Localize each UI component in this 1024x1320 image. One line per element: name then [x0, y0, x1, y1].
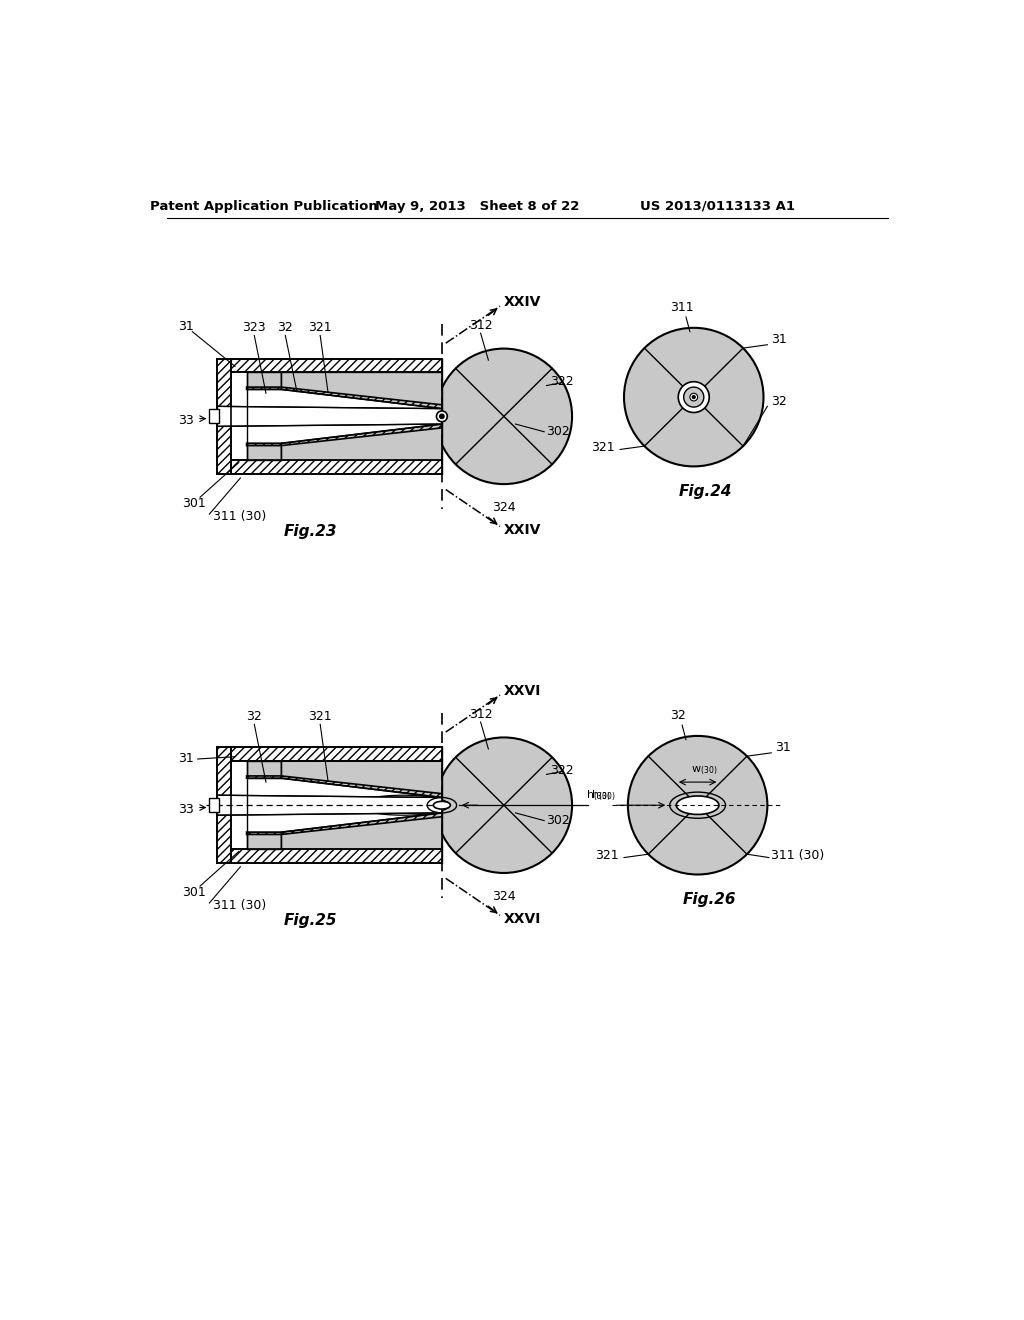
Text: h$_{(30)}$: h$_{(30)}$ — [592, 789, 615, 803]
Text: 311: 311 — [671, 301, 694, 314]
Circle shape — [435, 348, 572, 484]
Text: Fig.25: Fig.25 — [284, 912, 337, 928]
Text: XXVI: XXVI — [504, 684, 542, 698]
Polygon shape — [217, 407, 442, 426]
Text: 302: 302 — [547, 425, 570, 438]
Text: 321: 321 — [595, 849, 618, 862]
Ellipse shape — [676, 796, 719, 814]
Text: 311 (30): 311 (30) — [213, 510, 266, 523]
Text: 312: 312 — [469, 319, 493, 333]
Text: XXVI: XXVI — [504, 912, 542, 927]
Text: 33: 33 — [178, 803, 194, 816]
Polygon shape — [282, 813, 442, 849]
Text: 302: 302 — [547, 814, 570, 828]
Text: 322: 322 — [550, 375, 574, 388]
Polygon shape — [247, 832, 282, 849]
Text: 32: 32 — [247, 710, 262, 723]
Text: 311 (30): 311 (30) — [771, 849, 824, 862]
Polygon shape — [247, 444, 282, 461]
Text: May 9, 2013   Sheet 8 of 22: May 9, 2013 Sheet 8 of 22 — [375, 199, 579, 213]
Text: Fig.24: Fig.24 — [679, 483, 732, 499]
Text: 32: 32 — [771, 395, 787, 408]
Text: 301: 301 — [182, 496, 206, 510]
Text: 31: 31 — [771, 333, 787, 346]
Text: 321: 321 — [308, 321, 332, 334]
Polygon shape — [282, 424, 442, 461]
Circle shape — [435, 738, 572, 873]
Text: Patent Application Publication: Patent Application Publication — [150, 199, 378, 213]
Polygon shape — [247, 372, 282, 389]
Circle shape — [684, 387, 703, 407]
Text: 324: 324 — [493, 500, 516, 513]
Circle shape — [692, 396, 695, 399]
Ellipse shape — [433, 801, 451, 809]
Text: 31: 31 — [775, 742, 791, 754]
Ellipse shape — [356, 795, 450, 816]
Circle shape — [690, 393, 697, 401]
Circle shape — [436, 411, 447, 422]
Circle shape — [624, 327, 764, 466]
Text: 323: 323 — [243, 321, 266, 334]
Circle shape — [439, 414, 444, 418]
Text: 321: 321 — [591, 441, 614, 454]
Text: 321: 321 — [308, 710, 332, 723]
Text: XXIV: XXIV — [504, 523, 542, 537]
Text: 312: 312 — [469, 708, 493, 721]
Text: h$_{(30)}$: h$_{(30)}$ — [587, 789, 611, 803]
Text: XXIV: XXIV — [504, 296, 542, 309]
Polygon shape — [247, 762, 282, 779]
Circle shape — [628, 737, 767, 875]
Text: 31: 31 — [178, 752, 194, 766]
Polygon shape — [282, 372, 442, 409]
Text: 32: 32 — [278, 321, 293, 334]
Text: Fig.23: Fig.23 — [284, 524, 337, 539]
Circle shape — [678, 381, 710, 412]
Text: 32: 32 — [671, 709, 686, 722]
Text: 311 (30): 311 (30) — [213, 899, 266, 912]
Text: 301: 301 — [182, 886, 206, 899]
Text: 33: 33 — [178, 413, 194, 426]
Text: 322: 322 — [550, 764, 574, 777]
Bar — [209, 409, 219, 424]
Polygon shape — [217, 795, 442, 816]
Text: US 2013/0113133 A1: US 2013/0113133 A1 — [640, 199, 795, 213]
Text: 324: 324 — [493, 890, 516, 903]
Text: Fig.26: Fig.26 — [683, 892, 736, 907]
Text: w$_{(30)}$: w$_{(30)}$ — [690, 764, 717, 776]
Text: 31: 31 — [178, 319, 194, 333]
Bar — [209, 799, 219, 812]
Polygon shape — [282, 762, 442, 797]
